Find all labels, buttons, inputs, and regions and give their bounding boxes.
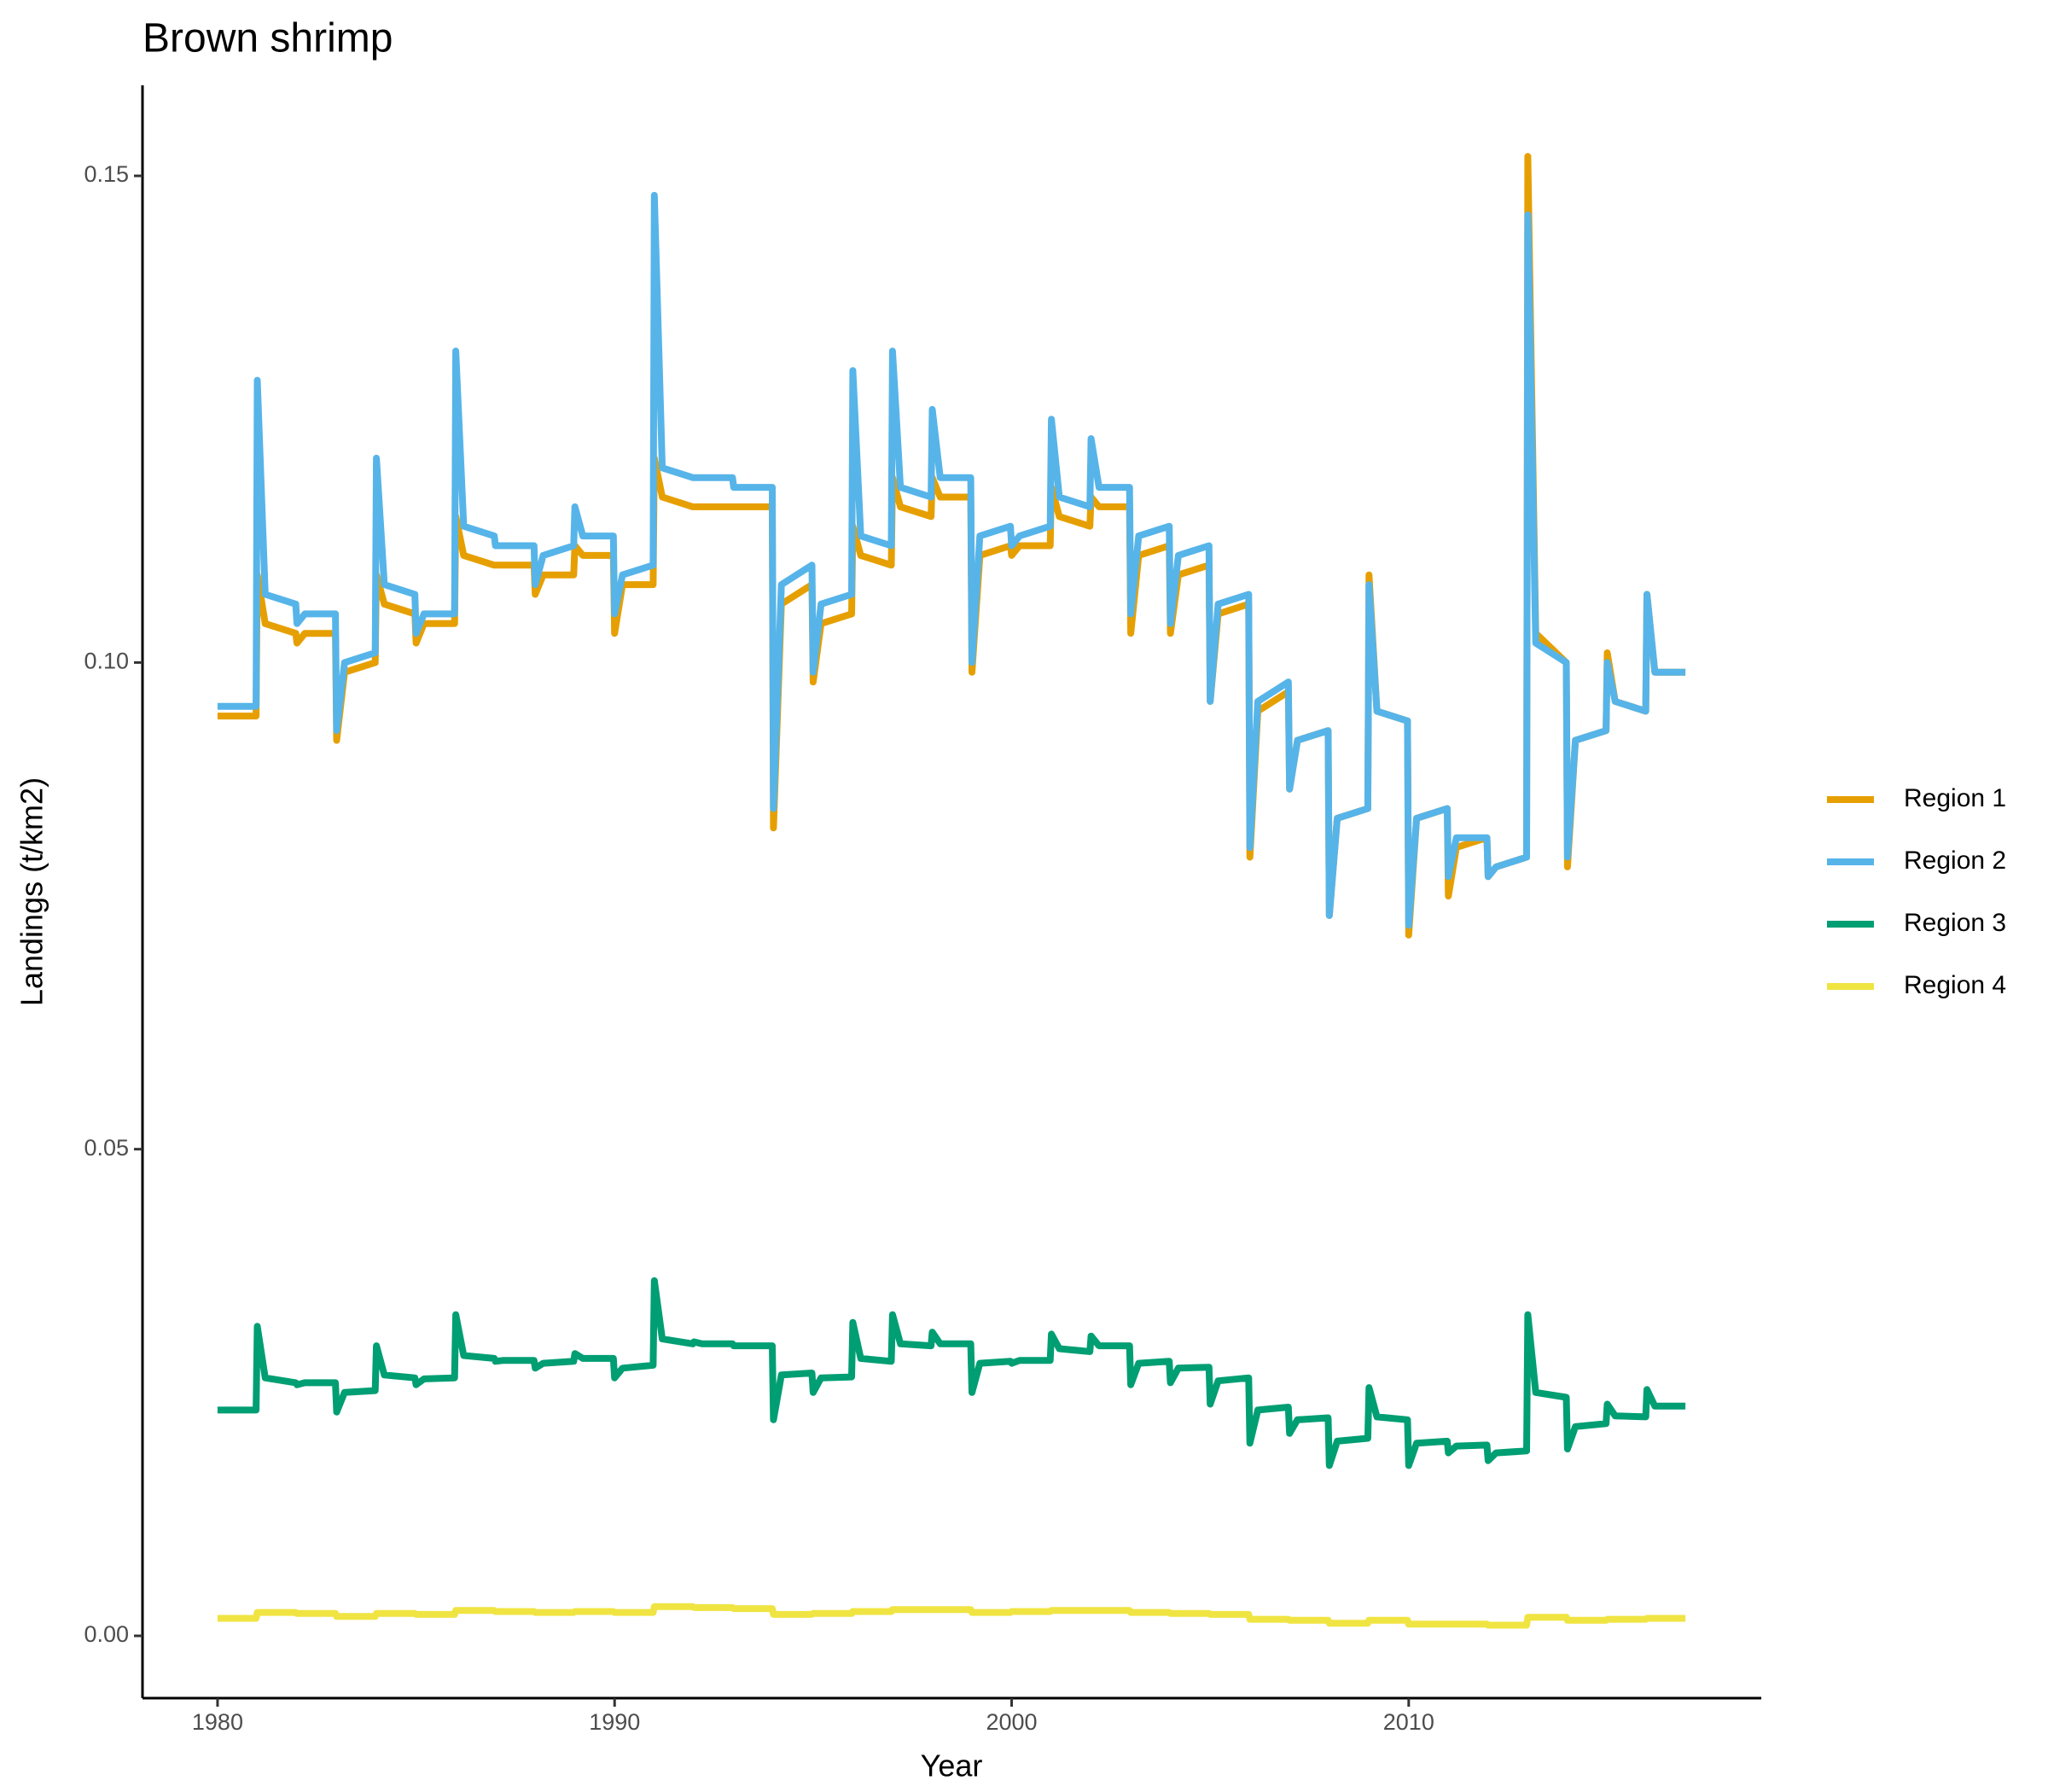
chart-title: Brown shrimp bbox=[143, 16, 393, 61]
y-tick-label: 0.15 bbox=[84, 161, 129, 187]
series-line bbox=[217, 1277, 1686, 1469]
x-tick-label: 1990 bbox=[589, 1709, 640, 1735]
legend-label: Region 1 bbox=[1904, 784, 2006, 812]
series-line bbox=[217, 153, 1686, 939]
legend-label: Region 3 bbox=[1904, 909, 2006, 937]
x-axis-title: Year bbox=[921, 1748, 983, 1783]
legend-label: Region 4 bbox=[1904, 971, 2006, 999]
y-axis-title: Landings (t/km2) bbox=[15, 777, 49, 1006]
series-line bbox=[217, 191, 1686, 929]
y-tick-label: 0.10 bbox=[84, 649, 129, 674]
y-tick-label: 0.05 bbox=[84, 1135, 129, 1161]
x-tick-label: 1980 bbox=[192, 1709, 243, 1735]
legend-label: Region 2 bbox=[1904, 847, 2006, 875]
y-tick-label: 0.00 bbox=[84, 1621, 129, 1647]
series-line bbox=[217, 1603, 1686, 1629]
x-tick-label: 2010 bbox=[1383, 1709, 1434, 1735]
x-tick-label: 2000 bbox=[986, 1709, 1037, 1735]
